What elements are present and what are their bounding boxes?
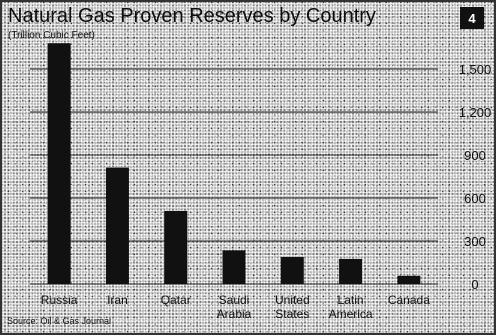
- category-label-line: America: [329, 307, 373, 321]
- bar: [105, 167, 129, 284]
- source-note: Source: Oil & Gas Journal: [7, 316, 111, 326]
- category-label: United States: [275, 293, 310, 321]
- bars: [47, 43, 421, 285]
- category-label-line: Canada: [388, 293, 430, 307]
- category-label: Latin America: [329, 293, 373, 321]
- chart-units: (Trillion Cubic Feet): [8, 30, 95, 41]
- bar: [397, 275, 421, 284]
- chart-title: Natural Gas Proven Reserves by Country: [8, 5, 376, 27]
- category-label: Qatar: [161, 293, 191, 307]
- category-label-line: Iran: [107, 293, 128, 307]
- y-tick-label: 1,200: [459, 105, 492, 120]
- y-axis-ticks: 0 300 600 900 1,200 1,500: [459, 62, 492, 292]
- figure-number-badge: [460, 7, 484, 29]
- bar: [47, 43, 71, 285]
- category-label-line: United: [275, 293, 310, 307]
- category-label-line: Latin: [338, 293, 364, 307]
- bar: [280, 256, 304, 284]
- x-axis-categories: Russia Iran Qatar Saudi Arabia United States La…: [41, 293, 430, 321]
- y-tick-label: 1,500: [459, 62, 492, 77]
- category-label-line: Saudi: [219, 293, 250, 307]
- category-label: Iran: [107, 293, 128, 307]
- category-label: Russia: [41, 293, 78, 307]
- category-label-line: Qatar: [161, 293, 191, 307]
- bar: [164, 210, 188, 284]
- category-label-line: Russia: [41, 293, 78, 307]
- category-label: Canada: [388, 293, 430, 307]
- bar: [339, 258, 363, 284]
- y-tick-label: 600: [464, 191, 486, 206]
- y-tick-label: 300: [464, 234, 486, 249]
- category-label-line: Arabia: [217, 307, 252, 321]
- y-tick-label: 0: [471, 277, 478, 292]
- figure-number: 4: [468, 11, 476, 26]
- bar: [222, 250, 246, 284]
- y-tick-label: 900: [464, 148, 486, 163]
- category-label: Saudi Arabia: [217, 293, 252, 321]
- category-label-line: States: [275, 307, 309, 321]
